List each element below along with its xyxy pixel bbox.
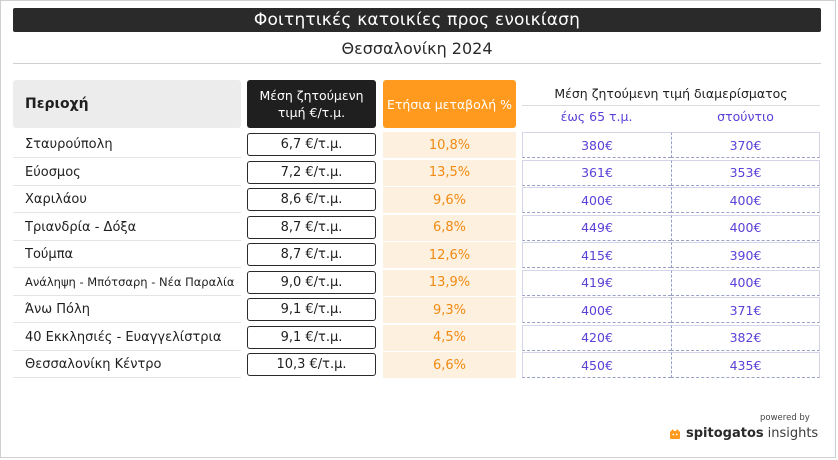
row-area: Θεσσαλονίκη Κέντρο xyxy=(13,352,241,378)
row-price: 8,7 €/τ.μ. xyxy=(247,243,376,266)
row-studio: 400€ xyxy=(671,269,820,296)
column-header-change: Ετήσια μεταβολή % xyxy=(383,80,516,128)
column-header-price: Μέση ζητούμενη τιμή €/τ.μ. xyxy=(247,80,376,128)
row-studio: 382€ xyxy=(671,324,820,351)
row-studio: 400€ xyxy=(671,187,820,213)
column-header-studio: στούντιο xyxy=(717,108,774,124)
table-row: Χαριλάου 8,6 €/τ.μ. 9,6% 400€ 400€ xyxy=(0,187,838,213)
spitogatos-logo-icon xyxy=(668,426,682,440)
row-price: 10,3 €/τ.μ. xyxy=(247,353,376,376)
row-change: 12,6% xyxy=(383,242,516,268)
table-row: Εύοσμος 7,2 €/τ.μ. 13,5% 361€ 353€ xyxy=(0,159,838,186)
row-studio: 390€ xyxy=(671,242,820,268)
row-studio: 371€ xyxy=(671,297,820,323)
row-apt-65: 420€ xyxy=(522,324,671,351)
row-price: 9,1 €/τ.μ. xyxy=(247,325,376,349)
row-apt-65: 449€ xyxy=(522,214,671,241)
row-studio: 370€ xyxy=(671,132,820,158)
row-change: 9,6% xyxy=(383,187,516,213)
row-apt-65: 400€ xyxy=(522,187,671,213)
row-studio: 353€ xyxy=(671,159,820,186)
row-area: Ανάληψη - Μπότσαρη - Νέα Παραλία xyxy=(13,269,241,296)
row-area: 40 Εκκλησιές - Ευαγγελίστρια xyxy=(13,324,241,351)
row-price: 9,0 €/τ.μ. xyxy=(247,270,376,294)
row-apt-65: 400€ xyxy=(522,297,671,323)
header-divider xyxy=(13,63,821,64)
row-apt-65: 380€ xyxy=(522,132,671,158)
table-row: Τούμπα 8,7 €/τ.μ. 12,6% 415€ 390€ xyxy=(0,242,838,268)
row-change: 6,6% xyxy=(383,352,516,378)
apartment-header-divider xyxy=(522,105,820,106)
row-change: 10,8% xyxy=(383,132,516,158)
row-area: Χαριλάου xyxy=(13,187,241,213)
column-header-apartment: Μέση ζητούμενη τιμή διαμερίσματος xyxy=(554,85,788,101)
row-area: Σταυρούπολη xyxy=(13,132,241,158)
row-change: 6,8% xyxy=(383,214,516,241)
row-change: 13,9% xyxy=(383,269,516,296)
row-studio: 400€ xyxy=(671,214,820,241)
row-price: 7,2 €/τ.μ. xyxy=(247,160,376,184)
table-row: Άνω Πόλη 9,1 €/τ.μ. 9,3% 400€ 371€ xyxy=(0,297,838,323)
table-row: Θεσσαλονίκη Κέντρο 10,3 €/τ.μ. 6,6% 450€… xyxy=(0,352,838,378)
row-area: Άνω Πόλη xyxy=(13,297,241,323)
row-price: 8,6 €/τ.μ. xyxy=(247,188,376,211)
brand-logo: spitogatos insights xyxy=(668,425,818,441)
column-header-area: Περιοχή xyxy=(13,80,241,128)
row-price: 8,7 €/τ.μ. xyxy=(247,215,376,239)
page-title: Φοιτητικές κατοικίες προς ενοικίαση xyxy=(13,8,821,32)
row-change: 9,3% xyxy=(383,297,516,323)
row-area: Τριανδρία - Δόξα xyxy=(13,214,241,241)
column-header-apt-65: έως 65 τ.μ. xyxy=(560,108,633,124)
table-row: Σταυρούπολη 6,7 €/τ.μ. 10,8% 380€ 370€ xyxy=(0,132,838,158)
row-area: Τούμπα xyxy=(13,242,241,268)
row-change: 13,5% xyxy=(383,159,516,186)
table-row: Ανάληψη - Μπότσαρη - Νέα Παραλία 9,0 €/τ… xyxy=(0,269,838,296)
table-row: Τριανδρία - Δόξα 8,7 €/τ.μ. 6,8% 449€ 40… xyxy=(0,214,838,241)
row-apt-65: 415€ xyxy=(522,242,671,268)
row-apt-65: 419€ xyxy=(522,269,671,296)
table-row: 40 Εκκλησιές - Ευαγγελίστρια 9,1 €/τ.μ. … xyxy=(0,324,838,351)
row-apt-65: 361€ xyxy=(522,159,671,186)
row-studio: 435€ xyxy=(671,352,820,378)
brand-name: spitogatos xyxy=(686,425,764,441)
powered-by-label: powered by xyxy=(760,413,810,423)
brand-suffix: insights xyxy=(767,425,819,441)
row-price: 9,1 €/τ.μ. xyxy=(247,298,376,321)
row-change: 4,5% xyxy=(383,324,516,351)
row-area: Εύοσμος xyxy=(13,159,241,186)
page-subtitle: Θεσσαλονίκη 2024 xyxy=(341,38,493,58)
row-price: 6,7 €/τ.μ. xyxy=(247,133,376,156)
row-apt-65: 450€ xyxy=(522,352,671,378)
